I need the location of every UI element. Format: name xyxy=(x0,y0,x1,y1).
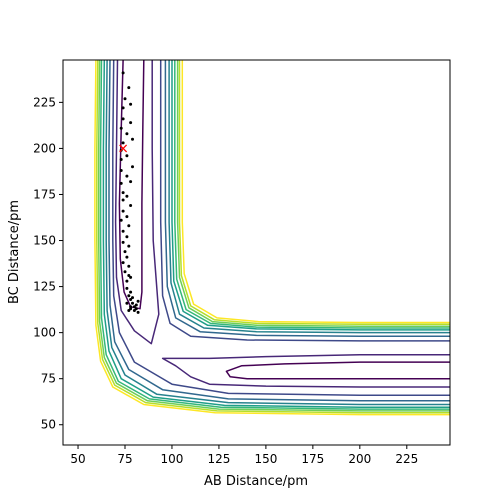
trajectory-point xyxy=(121,117,125,121)
trajectory-point xyxy=(129,121,133,125)
trajectory-point xyxy=(125,286,129,290)
trajectory-point xyxy=(119,158,123,161)
trajectory-point xyxy=(131,165,134,169)
contour-level-4-branch-2 xyxy=(164,60,450,338)
trajectory-point xyxy=(129,180,133,184)
contour-level-6-branch-1 xyxy=(102,60,450,408)
x-tick-label: 75 xyxy=(117,452,132,466)
contour-level-10-branch-2 xyxy=(181,60,450,324)
trajectory-point xyxy=(121,71,125,75)
contour-level-5-branch-1 xyxy=(105,60,450,406)
trajectory-point xyxy=(123,250,127,254)
trajectory-point xyxy=(127,294,131,298)
trajectory-point xyxy=(127,224,131,228)
trajectory-point xyxy=(121,198,125,202)
trajectory-point xyxy=(129,275,133,279)
trajectory-point xyxy=(127,86,131,90)
y-tick-label: 100 xyxy=(33,326,56,340)
trajectory-point xyxy=(125,235,129,239)
trajectory-point xyxy=(125,154,129,158)
contour-level-5-branch-2 xyxy=(168,60,450,334)
x-axis-label: AB Distance/pm xyxy=(204,474,308,489)
y-axis-ticks: 50 75 100 125 150 175 200 225 xyxy=(33,95,63,432)
contour-level-2-branch-1 xyxy=(114,60,160,345)
trajectory-point xyxy=(131,296,134,300)
trajectory-point xyxy=(134,303,138,307)
trajectory-point xyxy=(127,274,131,277)
trajectory-point xyxy=(134,307,138,311)
trajectory-point xyxy=(119,169,123,172)
trajectory-point xyxy=(121,106,125,110)
contour-level-3-branch-1 xyxy=(112,60,450,397)
contour-level-6-branch-2 xyxy=(171,60,450,331)
x-tick-label: 200 xyxy=(348,452,371,466)
trajectory-point xyxy=(125,132,129,136)
trajectory-point xyxy=(125,255,129,259)
trajectory-points xyxy=(119,71,140,314)
y-tick-label: 200 xyxy=(33,141,56,155)
trajectory-point xyxy=(125,279,129,283)
trajectory-point xyxy=(132,305,136,309)
trajectory-point xyxy=(121,240,125,244)
trajectory-point xyxy=(121,261,125,265)
plot-area xyxy=(94,60,450,416)
trajectory-point xyxy=(119,181,123,185)
x-tick-label: 125 xyxy=(207,452,230,466)
trajectory-point xyxy=(127,264,131,268)
trajectory-point xyxy=(121,229,125,233)
trajectory-point xyxy=(127,244,131,248)
trajectory-point xyxy=(129,307,133,311)
contour-level-2-branch-2 xyxy=(161,353,450,388)
trajectory-point xyxy=(136,299,140,303)
trajectory-point xyxy=(123,270,127,274)
x-tick-label: 100 xyxy=(161,452,184,466)
x-tick-label: 150 xyxy=(254,452,277,466)
start-marker-x xyxy=(119,144,128,153)
trajectory-point xyxy=(123,97,127,101)
x-tick-label: 175 xyxy=(301,452,324,466)
axes-frame xyxy=(62,59,451,446)
trajectory-point xyxy=(136,310,140,314)
trajectory-point xyxy=(121,209,125,213)
trajectory-point xyxy=(131,137,134,141)
y-tick-label: 125 xyxy=(33,280,56,294)
trajectory-point xyxy=(121,191,125,195)
start-marker xyxy=(119,144,128,153)
trajectory-point xyxy=(129,298,133,301)
y-tick-label: 225 xyxy=(33,95,56,109)
x-tick-label: 225 xyxy=(395,452,418,466)
contour-level-7-branch-2 xyxy=(174,60,450,329)
y-tick-label: 150 xyxy=(33,234,56,248)
trajectory-point xyxy=(131,301,134,305)
contour-level-10-branch-1 xyxy=(94,60,450,416)
trajectory-point xyxy=(129,290,133,294)
y-axis-label: BC Distance/pm xyxy=(7,200,22,304)
y-tick-label: 75 xyxy=(41,372,56,386)
contour-level-3-branch-2 xyxy=(159,60,450,342)
y-tick-label: 50 xyxy=(41,418,56,432)
contour-level-9-branch-2 xyxy=(178,60,450,326)
trajectory-point xyxy=(132,309,136,312)
x-axis-ticks: 50 75 100 125 150 175 200 225 xyxy=(70,445,418,466)
contour-lines xyxy=(94,60,450,416)
trajectory-point xyxy=(129,102,133,106)
x-tick-label: 50 xyxy=(70,452,85,466)
trajectory-point xyxy=(119,126,123,130)
contour-level-9-branch-1 xyxy=(96,60,450,414)
contour-level-8-branch-1 xyxy=(97,60,450,412)
trajectory-point xyxy=(125,174,129,178)
contour-level-1-branch-2 xyxy=(225,361,450,380)
trajectory-point xyxy=(125,194,129,198)
contour-level-4-branch-1 xyxy=(108,60,450,402)
trajectory-point xyxy=(125,301,129,305)
contour-level-7-branch-1 xyxy=(99,60,450,410)
trajectory-point xyxy=(119,218,123,222)
trajectory-point xyxy=(129,204,133,207)
contour-level-8-branch-2 xyxy=(176,60,450,327)
trajectory-point xyxy=(125,215,129,219)
trajectory-point xyxy=(121,141,125,145)
y-tick-label: 175 xyxy=(33,187,56,201)
contour-level-1-branch-1 xyxy=(118,60,145,310)
